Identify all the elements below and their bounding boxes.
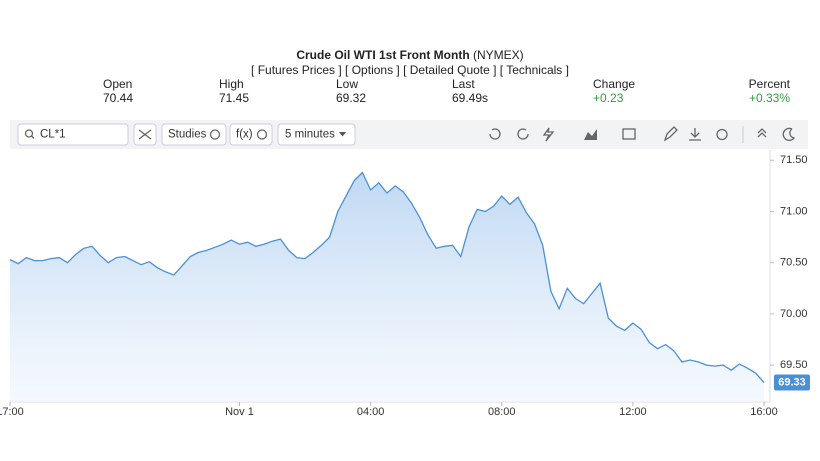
dropdown-arrow xyxy=(339,132,346,137)
quote-links[interactable]: [ Futures Prices ] [ Options ] [ Detaile… xyxy=(251,63,569,77)
y-tick-label: 71.50 xyxy=(780,154,808,166)
studies-label: Studies xyxy=(168,129,207,141)
quote-value: +0.23 xyxy=(593,91,624,105)
x-tick-label: 17:00 xyxy=(0,406,24,418)
quote-label: Percent xyxy=(749,77,791,91)
pencil-icon[interactable] xyxy=(663,126,678,142)
quote-label: Last xyxy=(452,77,475,91)
axes: 69.50 70.00 70.50 71.00 71.50 17:00 Nov 1 04:00… xyxy=(0,154,810,418)
x-tick-label: 08:00 xyxy=(488,406,516,418)
download-icon[interactable] xyxy=(689,128,701,141)
price-line xyxy=(10,171,765,383)
chart-type-icon[interactable] xyxy=(584,129,597,140)
quote-label: Low xyxy=(336,77,358,91)
settings-icon[interactable] xyxy=(716,128,728,141)
add-icon xyxy=(209,129,221,140)
symbol-input[interactable]: CL*1 xyxy=(40,129,66,141)
collapse-icon[interactable] xyxy=(757,128,767,138)
search-icon xyxy=(24,129,34,138)
theme-icon[interactable] xyxy=(782,127,796,141)
y-tick-label: 71.00 xyxy=(780,205,808,217)
quote-label: High xyxy=(219,77,244,91)
x-tick-label: Nov 1 xyxy=(225,406,254,418)
toolbar xyxy=(10,120,808,149)
draw-icon[interactable] xyxy=(542,127,555,142)
y-tick-label: 70.00 xyxy=(780,308,808,320)
functions-button[interactable] xyxy=(229,123,273,146)
quote-value: 71.45 xyxy=(219,91,249,105)
y-tick-label: 70.50 xyxy=(780,257,808,269)
quote-value: 69.49s xyxy=(452,91,488,105)
quote-label: Open xyxy=(103,77,132,91)
quote-value: 70.44 xyxy=(103,91,133,105)
last-price-box xyxy=(774,374,810,391)
symbol-box[interactable] xyxy=(17,123,129,146)
compare-icon xyxy=(138,129,152,140)
quote-label: Change xyxy=(593,77,635,91)
area-fill xyxy=(10,172,764,402)
chart-title: Crude Oil WTI 1st Front Month xyxy=(296,48,469,62)
redo-icon[interactable] xyxy=(517,128,529,140)
x-tick-label: 16:00 xyxy=(750,406,778,418)
x-tick-label: 04:00 xyxy=(357,406,385,418)
quote-value: +0.33% xyxy=(749,91,790,105)
studies-button[interactable] xyxy=(161,123,227,146)
interval-label: 5 minutes xyxy=(285,129,335,141)
y-tick-label: 69.50 xyxy=(780,359,808,371)
functions-label: f(x) xyxy=(236,129,253,141)
layout-icon[interactable] xyxy=(622,128,636,140)
header-line: Crude Oil WTI 1st Front Month (NYMEX) xyxy=(296,48,523,62)
plot-area xyxy=(10,171,765,402)
last-price-label: 69.33 xyxy=(778,376,806,388)
exchange: (NYMEX) xyxy=(473,48,524,62)
toolbar-icons xyxy=(489,126,796,142)
undo-icon[interactable] xyxy=(489,128,501,140)
add-icon xyxy=(256,129,268,140)
search-icon xyxy=(31,135,35,139)
x-tick-label: 12:00 xyxy=(619,406,647,418)
quote-value: 69.32 xyxy=(336,91,366,105)
interval-select[interactable] xyxy=(277,123,356,146)
